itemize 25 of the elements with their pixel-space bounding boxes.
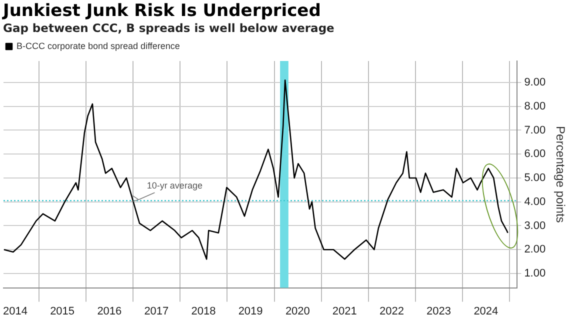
y-tick-label: 9.00	[524, 76, 546, 89]
x-tick-label: 2021	[332, 305, 357, 318]
annotation: 10-yr average	[146, 180, 202, 191]
x-tick-label: 2016	[97, 305, 122, 318]
x-tick-label: 2014	[2, 305, 28, 318]
x-tick-label: 2024	[474, 305, 498, 318]
x-tick-label: 2018	[191, 305, 216, 318]
y-tick-label: 6.00	[524, 148, 546, 160]
x-tick-label: 2022	[379, 305, 404, 318]
x-tick-label: 2020	[285, 305, 310, 318]
y-tick-label: 5.00	[524, 172, 546, 184]
chart-subtitle: Gap between CCC, B spreads is well below average	[2, 21, 336, 36]
y-tick-label: 7.00	[524, 124, 546, 136]
y-tick-label: 1.00	[524, 268, 546, 280]
y-tick-label: 8.00	[524, 100, 546, 112]
x-tick-label: 2015	[50, 305, 75, 318]
y-tick-label: 4.00	[524, 196, 546, 208]
y-tick-label: 2.00	[524, 244, 546, 256]
x-tick-label: 2023	[426, 305, 452, 318]
x-tick-label: 2017	[144, 305, 169, 318]
legend-label: B-CCC corporate bond spread difference	[16, 40, 180, 51]
x-tick-label: 2019	[238, 305, 263, 318]
y-tick-label: 3.00	[524, 220, 546, 232]
y-axis-title: Percentage points	[553, 126, 568, 223]
chart-title: Junkiest Junk Risk Is Underpriced	[1, 0, 322, 21]
